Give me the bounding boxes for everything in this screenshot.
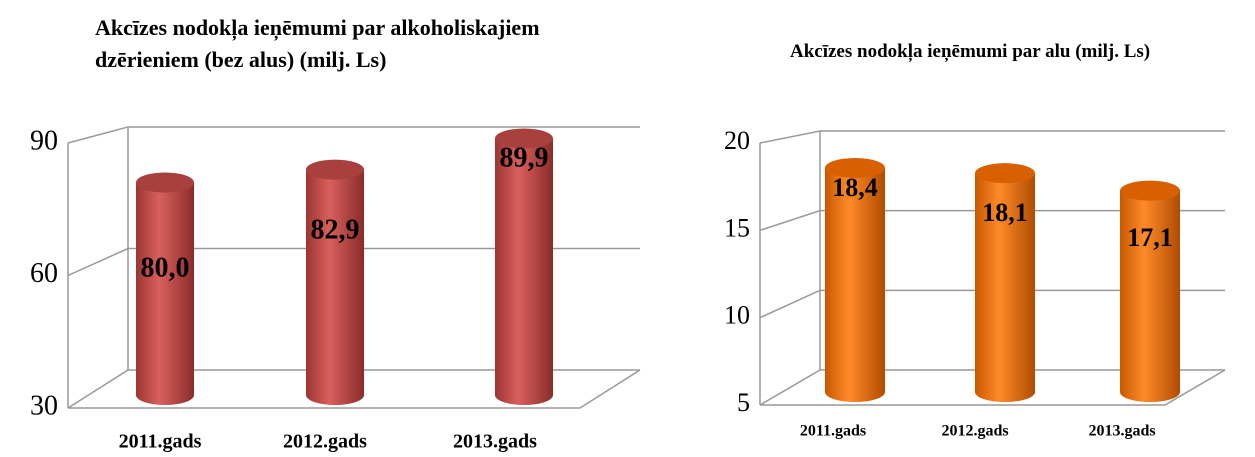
bar-top <box>495 128 553 149</box>
data-label: 89,9 <box>500 142 549 173</box>
y-tick-label: 20 <box>724 126 750 155</box>
x-tick-label: 2011.gads <box>800 423 866 440</box>
data-label: 17,1 <box>1127 223 1173 252</box>
data-label: 18,1 <box>982 198 1028 227</box>
y-tick-label: 30 <box>30 390 58 421</box>
data-label: 18,4 <box>832 173 878 202</box>
chart-title: Akcīzes nodokļa ieņēmumi par alkoholiska… <box>95 15 540 72</box>
bar <box>825 167 885 402</box>
grid-line <box>759 209 1225 232</box>
bar-top <box>306 159 364 180</box>
bar-top <box>825 157 885 178</box>
grid-line <box>759 289 1225 319</box>
grid-line <box>67 369 640 409</box>
y-tick-label: 15 <box>724 213 750 242</box>
grid-line <box>67 247 640 277</box>
grid-line <box>759 130 1225 144</box>
bar <box>1120 190 1180 402</box>
x-tick-label: 2012.gads <box>941 423 1008 440</box>
x-tick-label: 2011.gads <box>119 431 202 453</box>
bar <box>306 169 364 405</box>
y-tick-label: 10 <box>724 301 750 330</box>
y-tick-label: 90 <box>30 125 58 156</box>
bar-top <box>975 163 1035 184</box>
floor <box>68 369 641 409</box>
y-tick-label: 60 <box>30 258 58 289</box>
x-tick-label: 2013.gads <box>453 431 537 453</box>
y-tick-label: 5 <box>737 388 750 417</box>
bar <box>975 173 1035 402</box>
bar <box>136 182 194 405</box>
floor <box>760 369 1226 406</box>
bar <box>495 138 553 405</box>
chart-title: Akcīzes nodokļa ieņēmumi par alu (milj. … <box>790 41 1151 62</box>
grid-line <box>759 369 1225 406</box>
bar-top <box>136 172 194 193</box>
bar-top <box>1120 180 1180 201</box>
data-label: 82,9 <box>311 214 360 245</box>
x-tick-label: 2012.gads <box>283 431 367 453</box>
x-tick-label: 2013.gads <box>1088 423 1155 440</box>
data-label: 80,0 <box>141 252 190 283</box>
grid-line <box>67 126 640 144</box>
